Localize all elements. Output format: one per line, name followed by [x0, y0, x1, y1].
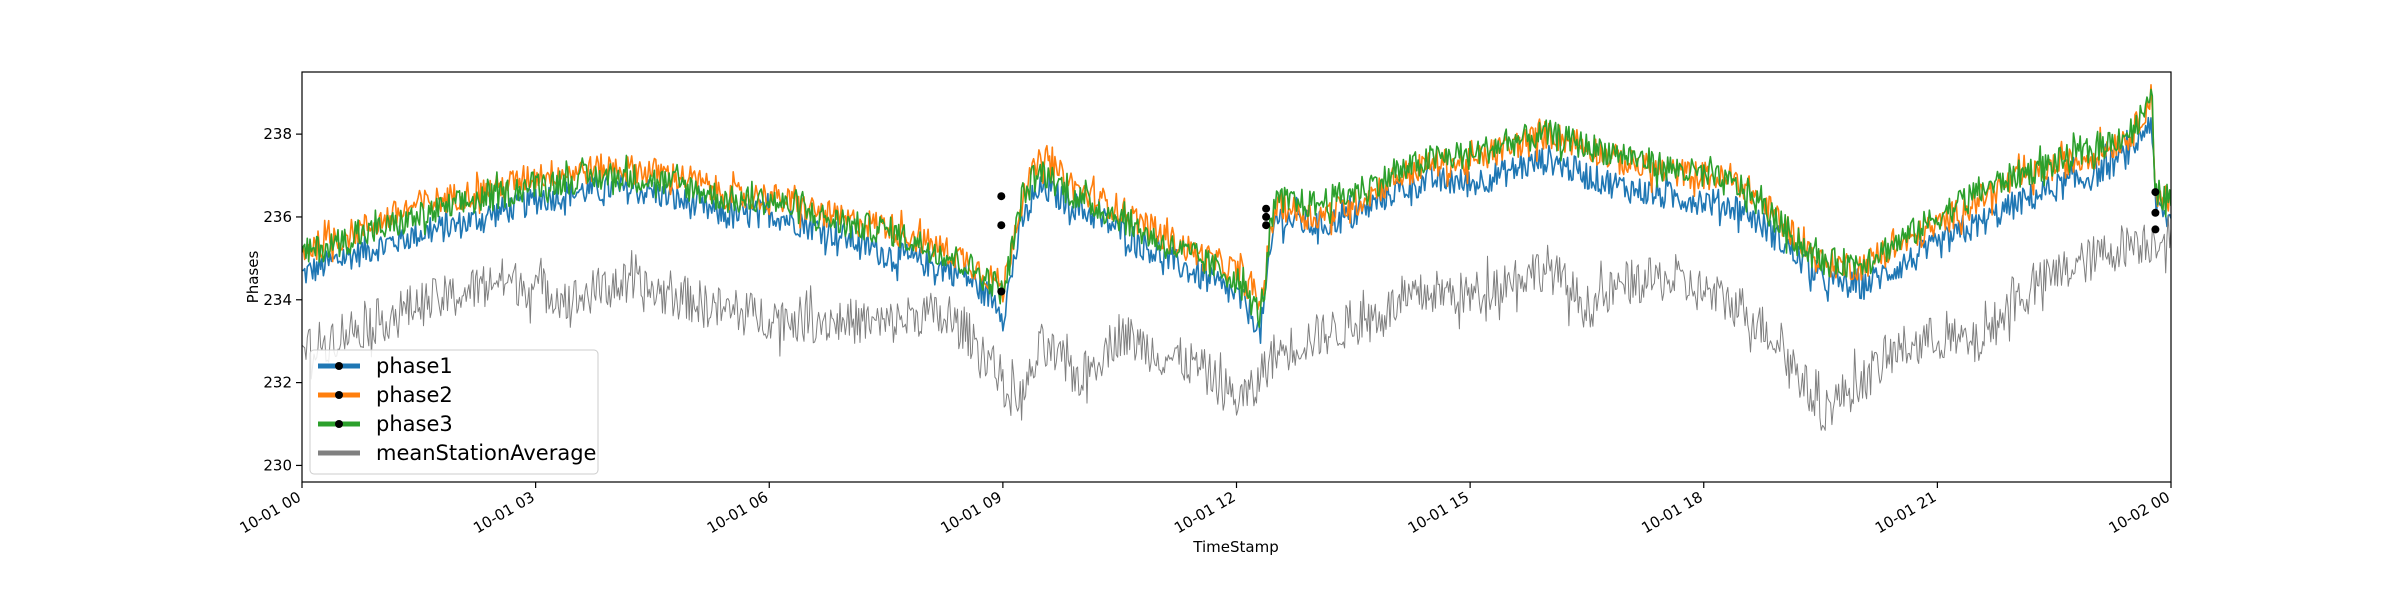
data-point-marker-1: [997, 221, 1006, 230]
legend-label-phase2: phase2: [376, 383, 453, 407]
legend-marker-phase2: [335, 391, 343, 399]
series-line-phase3: [302, 88, 2171, 329]
y-axis-label: Phases: [244, 251, 262, 304]
legend: phase1 phase2 phase3 meanStationAverage: [309, 349, 599, 475]
y-tick-label: 234: [263, 291, 292, 309]
y-tick-label: 230: [263, 456, 292, 474]
legend-label-phase1: phase1: [376, 354, 453, 378]
data-point-marker-8: [2151, 225, 2160, 234]
legend-marker-phase1: [335, 362, 343, 370]
data-point-marker-4: [1262, 212, 1271, 221]
series-layer: [302, 84, 2171, 431]
data-point-marker-5: [1262, 221, 1271, 230]
legend-box: [309, 349, 599, 475]
y-tick-label: 238: [263, 125, 292, 143]
y-tick-label: 236: [263, 208, 292, 226]
legend-label-phase3: phase3: [376, 412, 453, 436]
marker-layer: [997, 188, 2160, 296]
data-point-marker-3: [1262, 204, 1271, 213]
data-point-marker-0: [997, 192, 1006, 201]
legend-marker-phase3: [335, 420, 343, 428]
data-point-marker-2: [997, 287, 1006, 296]
data-point-marker-6: [2151, 188, 2160, 197]
series-line-meanStationAverage: [302, 215, 2171, 431]
legend-label-meanStationAverage: meanStationAverage: [376, 441, 596, 465]
x-axis-label: TimeStamp: [1192, 538, 1278, 556]
y-axis: 230 232 234 236 238: [263, 125, 302, 474]
y-tick-label: 232: [263, 374, 292, 392]
data-point-marker-7: [2151, 208, 2160, 217]
